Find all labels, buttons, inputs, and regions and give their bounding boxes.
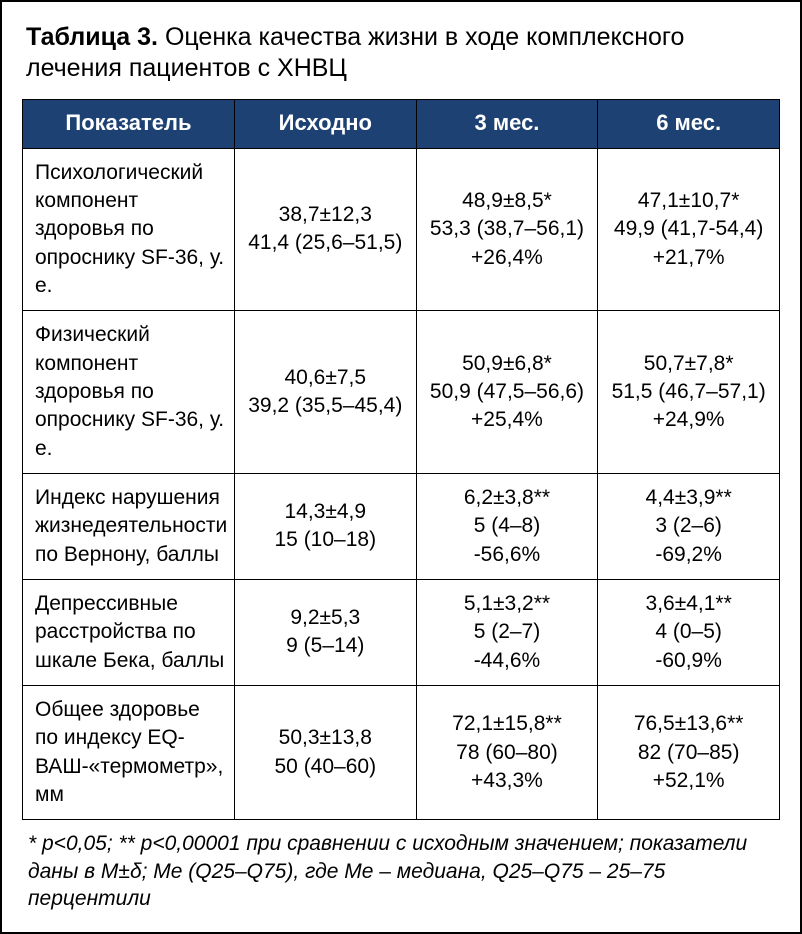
- header-row: Показатель Исходно 3 мес. 6 мес.: [23, 99, 780, 148]
- table-row: Индекс нарушения жизнедеятельности по Ве…: [23, 473, 780, 579]
- cell-line: 14,3±4,9: [243, 498, 408, 526]
- cell-line: 5,1±3,2**: [425, 590, 590, 618]
- cell-line: 15 (10–18): [243, 526, 408, 554]
- col-header: Показатель: [23, 99, 235, 148]
- cell-line: 72,1±15,8**: [425, 710, 590, 738]
- cell-line: +52,1%: [606, 767, 771, 795]
- caption-label: Таблица 3.: [26, 23, 158, 51]
- cell-line: 49,9 (41,7-54,4): [606, 215, 771, 243]
- value-cell: 40,6±7,539,2 (35,5–45,4): [234, 311, 416, 474]
- cell-line: 47,1±10,7*: [606, 187, 771, 215]
- cell-line: 50,9 (47,5–56,6): [425, 378, 590, 406]
- cell-line: +26,4%: [425, 244, 590, 272]
- table-row: Психологический компонент здоровья по оп…: [23, 148, 780, 311]
- cell-line: -60,9%: [606, 647, 771, 675]
- value-cell: 14,3±4,915 (10–18): [234, 473, 416, 579]
- cell-line: 9,2±5,3: [243, 604, 408, 632]
- cell-line: 6,2±3,8**: [425, 484, 590, 512]
- table-body: Психологический компонент здоровья по оп…: [23, 148, 780, 820]
- cell-line: 40,6±7,5: [243, 364, 408, 392]
- cell-line: 5 (2–7): [425, 618, 590, 646]
- table-row: Физический компонент здоровья по опросни…: [23, 311, 780, 474]
- row-label-cell: Общее здоровье по индексу EQ-ВАШ-«термом…: [23, 686, 235, 820]
- value-cell: 72,1±15,8**78 (60–80)+43,3%: [416, 686, 598, 820]
- value-cell: 6,2±3,8**5 (4–8)-56,6%: [416, 473, 598, 579]
- qol-table: Показатель Исходно 3 мес. 6 мес. Психоло…: [22, 99, 780, 821]
- cell-line: +25,4%: [425, 406, 590, 434]
- row-label-cell: Депрессивные расстройства по шкале Бека,…: [23, 579, 235, 685]
- cell-line: 50 (40–60): [243, 753, 408, 781]
- cell-line: 9 (5–14): [243, 632, 408, 660]
- cell-line: 38,7±12,3: [243, 201, 408, 229]
- cell-line: 41,4 (25,6–51,5): [243, 229, 408, 257]
- cell-line: 82 (70–85): [606, 739, 771, 767]
- cell-line: +21,7%: [606, 244, 771, 272]
- cell-line: -69,2%: [606, 541, 771, 569]
- row-label-cell: Физический компонент здоровья по опросни…: [23, 311, 235, 474]
- value-cell: 50,7±7,8*51,5 (46,7–57,1)+24,9%: [598, 311, 780, 474]
- cell-line: 50,9±6,8*: [425, 350, 590, 378]
- cell-line: 39,2 (35,5–45,4): [243, 392, 408, 420]
- table-head: Показатель Исходно 3 мес. 6 мес.: [23, 99, 780, 148]
- cell-line: 5 (4–8): [425, 512, 590, 540]
- cell-line: -56,6%: [425, 541, 590, 569]
- col-header: Исходно: [234, 99, 416, 148]
- cell-line: 53,3 (38,7–56,1): [425, 215, 590, 243]
- value-cell: 4,4±3,9**3 (2–6)-69,2%: [598, 473, 780, 579]
- value-cell: 50,3±13,850 (40–60): [234, 686, 416, 820]
- value-cell: 38,7±12,341,4 (25,6–51,5): [234, 148, 416, 311]
- value-cell: 9,2±5,39 (5–14): [234, 579, 416, 685]
- cell-line: 3 (2–6): [606, 512, 771, 540]
- table-footnote: * p<0,05; ** p<0,00001 при сравнении с и…: [28, 830, 774, 912]
- cell-line: 78 (60–80): [425, 739, 590, 767]
- col-header: 6 мес.: [598, 99, 780, 148]
- table-row: Депрессивные расстройства по шкале Бека,…: [23, 579, 780, 685]
- cell-line: 50,3±13,8: [243, 724, 408, 752]
- cell-line: +24,9%: [606, 406, 771, 434]
- value-cell: 50,9±6,8*50,9 (47,5–56,6)+25,4%: [416, 311, 598, 474]
- row-label-cell: Индекс нарушения жизнедеятельности по Ве…: [23, 473, 235, 579]
- cell-line: 4,4±3,9**: [606, 484, 771, 512]
- cell-line: 51,5 (46,7–57,1): [606, 378, 771, 406]
- cell-line: -44,6%: [425, 647, 590, 675]
- table-card: Таблица 3. Оценка качества жизни в ходе …: [0, 0, 802, 934]
- cell-line: 3,6±4,1**: [606, 590, 771, 618]
- row-label-cell: Психологический компонент здоровья по оп…: [23, 148, 235, 311]
- cell-line: 4 (0–5): [606, 618, 771, 646]
- table-row: Общее здоровье по индексу EQ-ВАШ-«термом…: [23, 686, 780, 820]
- value-cell: 48,9±8,5*53,3 (38,7–56,1)+26,4%: [416, 148, 598, 311]
- value-cell: 3,6±4,1**4 (0–5)-60,9%: [598, 579, 780, 685]
- value-cell: 76,5±13,6**82 (70–85)+52,1%: [598, 686, 780, 820]
- cell-line: 76,5±13,6**: [606, 710, 771, 738]
- cell-line: 50,7±7,8*: [606, 350, 771, 378]
- value-cell: 5,1±3,2**5 (2–7)-44,6%: [416, 579, 598, 685]
- cell-line: 48,9±8,5*: [425, 187, 590, 215]
- value-cell: 47,1±10,7*49,9 (41,7-54,4)+21,7%: [598, 148, 780, 311]
- table-caption: Таблица 3. Оценка качества жизни в ходе …: [26, 22, 776, 85]
- col-header: 3 мес.: [416, 99, 598, 148]
- cell-line: +43,3%: [425, 767, 590, 795]
